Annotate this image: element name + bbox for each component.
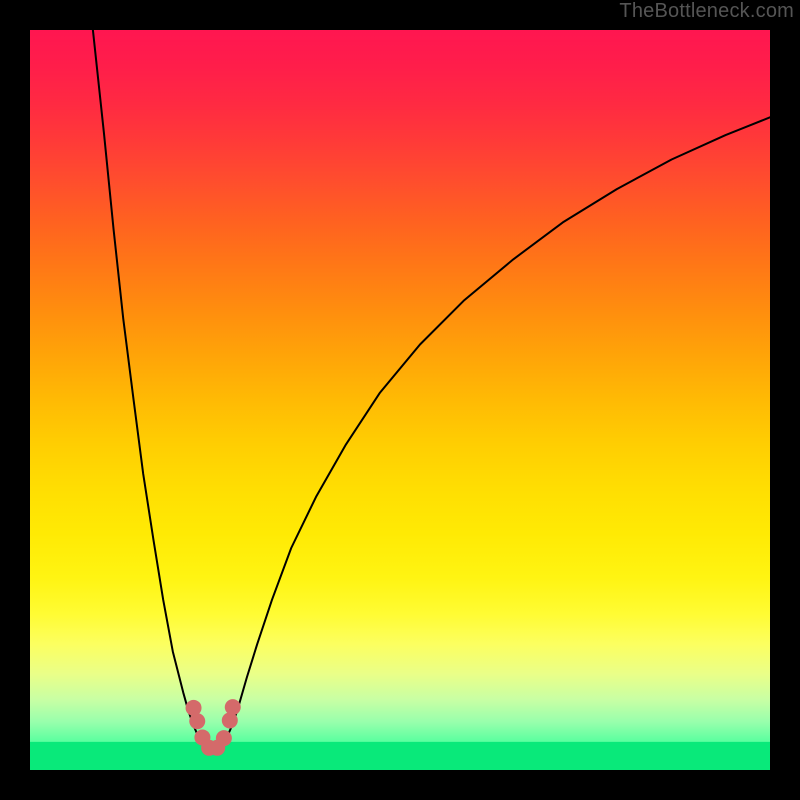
watermark: TheBottleneck.com <box>619 0 794 23</box>
valley-marker <box>216 730 232 746</box>
valley-marker <box>222 712 238 728</box>
plot-background <box>30 30 770 770</box>
chart-svg <box>0 0 800 800</box>
green-band <box>30 742 770 770</box>
valley-marker <box>225 699 241 715</box>
chart-root: TheBottleneck.com <box>0 0 800 800</box>
valley-marker <box>186 700 202 716</box>
